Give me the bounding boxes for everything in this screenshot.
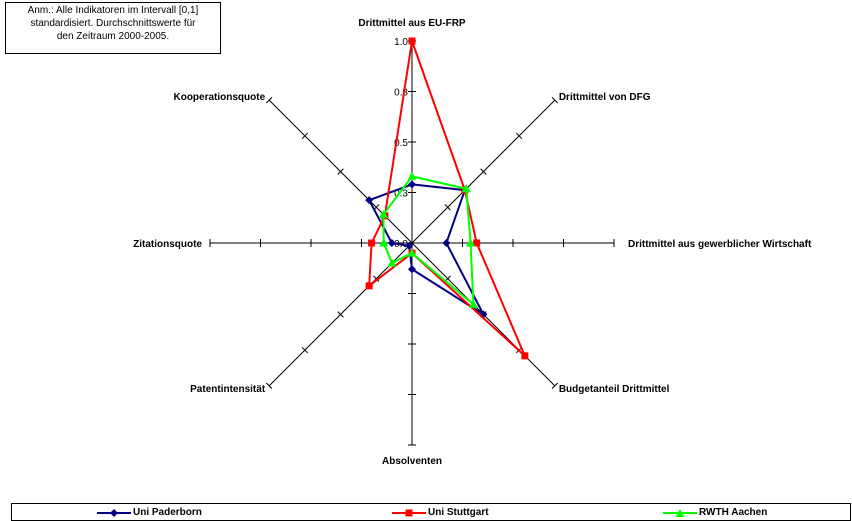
scale-tick-label: 1.0 xyxy=(394,37,408,48)
scale-tick-label: 0.8 xyxy=(394,88,408,99)
legend-label: Uni Paderborn xyxy=(133,507,202,518)
axis-label: Absolventen xyxy=(382,456,442,467)
axis-label: Drittmittel von DFG xyxy=(559,92,651,103)
data-point xyxy=(378,209,388,218)
data-point xyxy=(407,171,417,180)
series-line xyxy=(368,40,526,357)
annotation-line: Anm.: Alle Indikatoren im Intervall [0,1… xyxy=(27,5,199,16)
legend-item-rwth-aachen: RWTH Aachen xyxy=(663,506,767,520)
data-point xyxy=(365,282,373,290)
data-point xyxy=(473,239,481,247)
legend-item-uni-paderborn: Uni Paderborn xyxy=(97,506,202,520)
axis-tick xyxy=(265,382,273,390)
data-point xyxy=(408,265,416,274)
axis-tick xyxy=(265,96,273,104)
axis-tick xyxy=(337,311,344,318)
legend-label: Uni Stuttgart xyxy=(428,507,489,518)
axis-tick xyxy=(551,382,559,390)
axis-tick xyxy=(480,168,487,175)
data-point xyxy=(379,238,389,247)
legend-marker-square-icon xyxy=(392,509,426,517)
axis-label: Budgetanteil Drittmittel xyxy=(559,384,670,395)
annotation-line: standardisiert. Durchschnittswerte für xyxy=(30,18,196,29)
axis-label: Drittmittel aus gewerblicher Wirtschaft xyxy=(628,239,812,250)
axis-label: Zitationsquote xyxy=(133,239,202,250)
data-point xyxy=(466,238,476,247)
axis-tick xyxy=(515,132,523,140)
data-point xyxy=(521,352,529,360)
legend-item-uni-stuttgart: Uni Stuttgart xyxy=(392,506,489,520)
data-point xyxy=(461,184,471,193)
data-point xyxy=(365,196,374,205)
axis-tick xyxy=(551,96,559,104)
axis-tick xyxy=(301,132,309,140)
data-point xyxy=(387,239,396,247)
data-point xyxy=(442,239,451,247)
legend-marker-diamond-icon xyxy=(97,509,131,517)
data-point xyxy=(405,241,414,250)
axis-tick xyxy=(373,275,380,282)
legend-marker-triangle-icon xyxy=(663,509,697,517)
scale-tick-label: 0.3 xyxy=(394,189,408,200)
annotation-box: Anm.: Alle Indikatoren im Intervall [0,1… xyxy=(5,2,221,54)
data-point xyxy=(407,248,417,257)
axis-label: Patentintensität xyxy=(190,384,266,395)
annotation-line: den Zeitraum 2000-2005. xyxy=(56,31,170,42)
legend: Uni Paderborn Uni Stuttgart RWTH Aachen xyxy=(11,503,851,521)
data-point xyxy=(387,258,397,267)
data-point xyxy=(408,180,416,189)
data-point xyxy=(468,299,478,308)
data-point xyxy=(408,37,416,45)
axis-label: Kooperationsquote xyxy=(173,92,265,103)
axis-tick xyxy=(301,346,309,354)
data-point xyxy=(368,239,376,247)
axis-tick xyxy=(444,204,451,211)
scale-tick-label: 0.5 xyxy=(394,138,408,149)
axis-label: Drittmittel aus EU-FRP xyxy=(358,18,466,29)
axis-tick xyxy=(337,168,344,175)
legend-label: RWTH Aachen xyxy=(699,507,768,518)
